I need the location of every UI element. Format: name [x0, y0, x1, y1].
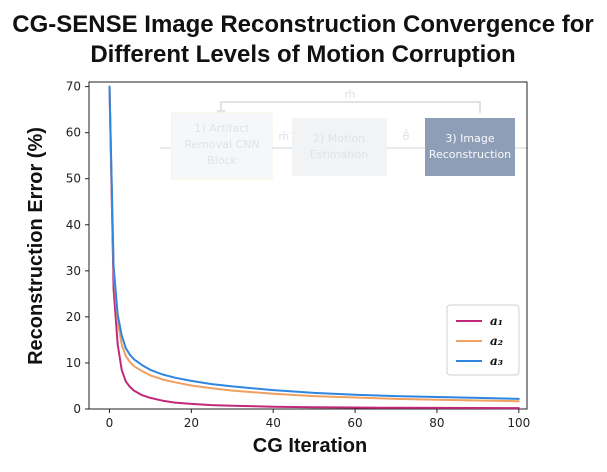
- x-tick-label: 80: [429, 416, 444, 430]
- box1-line-3: Block: [207, 154, 237, 167]
- series-group: [108, 85, 520, 410]
- y-tick-label: 10: [66, 356, 81, 370]
- arrow-1-label: m̂′: [278, 130, 292, 143]
- x-tick-label: 0: [106, 416, 114, 430]
- legend: a₁ a₂ a₃: [446, 304, 520, 376]
- series-line-2: [108, 85, 520, 403]
- chart-title-line-1: CG-SENSE Image Reconstruction Convergenc…: [12, 11, 593, 38]
- y-axis-label: Reconstruction Error (%): [25, 127, 47, 365]
- x-tick-label: 100: [507, 416, 530, 430]
- box2-line-2: Estimation: [310, 148, 369, 161]
- legend-label-2: a₂: [490, 334, 503, 348]
- y-tick-label: 30: [66, 264, 81, 278]
- axis-ticks: 0 20 40 60 80 100 0 10 20 30 40 50 60 70: [66, 80, 531, 430]
- feedback-arrow: [220, 101, 481, 113]
- box3-line-2: Reconstruction: [429, 148, 511, 161]
- x-axis-label: CG Iteration: [253, 435, 367, 457]
- arrow-2-label: θ̂: [403, 129, 410, 143]
- y-tick-label: 40: [66, 218, 81, 232]
- box3-line-1: 3) Image: [445, 132, 494, 145]
- plot-frame: [88, 81, 528, 410]
- legend-label-3: a₃: [490, 354, 503, 368]
- legend-label-1: a₁: [490, 314, 503, 328]
- x-tick-label: 60: [347, 416, 362, 430]
- x-tick-label: 20: [184, 416, 199, 430]
- y-tick-label: 0: [73, 402, 81, 416]
- feedback-label: m̂: [345, 88, 356, 101]
- y-tick-label: 50: [66, 172, 81, 186]
- box1-line-2: Removal CNN: [184, 138, 259, 151]
- inset-diagram: m̂ 1) Artifact Removal CNN Block m̂′ 2) …: [160, 88, 528, 180]
- box-artifact-removal: [171, 112, 273, 180]
- y-tick-label: 60: [66, 126, 81, 140]
- x-tick-label: 40: [266, 416, 281, 430]
- y-tick-label: 20: [66, 310, 81, 324]
- series-line-1: [108, 85, 520, 410]
- chart-title-line-2: Different Levels of Motion Corruption: [90, 41, 515, 68]
- y-tick-label: 70: [66, 80, 81, 94]
- box1-line-1: 1) Artifact: [194, 122, 250, 135]
- box-motion-estimation: [292, 118, 387, 176]
- box2-line-1: 2) Motion: [313, 132, 365, 145]
- legend-box: [446, 304, 520, 376]
- box-image-reconstruction: [425, 118, 515, 176]
- series-line-3: [108, 85, 520, 400]
